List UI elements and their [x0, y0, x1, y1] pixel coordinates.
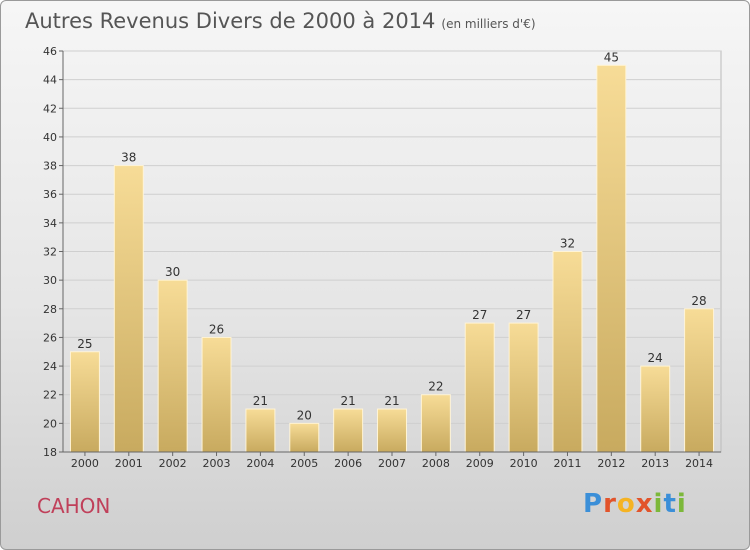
logo-letter: i: [676, 489, 687, 519]
y-tick-label: 22: [43, 389, 57, 402]
bar-value-label: 38: [121, 151, 136, 165]
x-tick-label: 2013: [641, 457, 669, 470]
bar-value-label: 21: [340, 394, 355, 408]
bar: [596, 64, 627, 453]
x-tick-label: 2007: [378, 457, 406, 470]
bar: [508, 322, 539, 453]
y-tick-label: 40: [43, 131, 57, 144]
x-tick-label: 2014: [685, 457, 713, 470]
bar: [640, 365, 671, 453]
x-tick-label: 2006: [334, 457, 362, 470]
bar-value-label: 26: [209, 322, 224, 336]
chart-title: Autres Revenus Divers de 2000 à 2014 (en …: [25, 9, 536, 33]
bar-value-label: 32: [560, 237, 575, 251]
y-tick-label: 46: [43, 45, 57, 58]
x-tick-label: 2002: [159, 457, 187, 470]
y-tick-label: 34: [43, 217, 57, 230]
x-tick-label: 2012: [597, 457, 625, 470]
bar-value-label: 25: [77, 337, 92, 351]
x-tick-label: 2009: [466, 457, 494, 470]
y-tick-label: 26: [43, 331, 57, 344]
y-tick-label: 18: [43, 446, 57, 459]
logo-letter: o: [616, 489, 636, 519]
town-name: CAHON: [37, 494, 111, 518]
y-tick-label: 20: [43, 417, 57, 430]
x-tick-label: 2005: [290, 457, 318, 470]
bar-value-label: 22: [428, 380, 443, 394]
y-tick-label: 36: [43, 188, 57, 201]
bar: [157, 279, 188, 453]
y-tick-label: 38: [43, 160, 57, 173]
bar: [201, 336, 232, 453]
y-tick-label: 32: [43, 246, 57, 259]
x-tick-label: 2003: [203, 457, 231, 470]
bar-value-label: 24: [648, 351, 663, 365]
bar: [333, 408, 364, 453]
logo-letter: t: [663, 489, 677, 519]
bar-value-label: 21: [384, 394, 399, 408]
bar: [420, 394, 451, 453]
y-tick-label: 44: [43, 74, 57, 87]
bar: [113, 165, 144, 453]
y-tick-label: 28: [43, 303, 57, 316]
chart-subtitle: (en milliers d'€): [441, 17, 536, 31]
bar-value-label: 45: [604, 50, 619, 64]
chart-title-text: Autres Revenus Divers de 2000 à 2014: [25, 9, 436, 33]
logo-letter: x: [635, 489, 654, 519]
y-tick-label: 30: [43, 274, 57, 287]
bar: [245, 408, 276, 453]
bar-value-label: 27: [516, 308, 531, 322]
bar-value-label: 27: [472, 308, 487, 322]
bar-value-label: 28: [691, 294, 706, 308]
bar: [684, 308, 715, 453]
bar-value-label: 30: [165, 265, 180, 279]
proxiti-logo: Proxiti: [583, 489, 687, 519]
x-tick-label: 2001: [115, 457, 143, 470]
x-tick-label: 2010: [510, 457, 538, 470]
bar: [69, 351, 100, 453]
logo-letter: P: [583, 489, 604, 519]
x-tick-label: 2008: [422, 457, 450, 470]
bar-value-label: 20: [297, 408, 312, 422]
bar: [464, 322, 495, 453]
y-tick-label: 24: [43, 360, 57, 373]
bar: [552, 251, 583, 453]
logo-letter: r: [603, 489, 617, 519]
x-tick-label: 2004: [246, 457, 274, 470]
bar-value-label: 21: [253, 394, 268, 408]
logo-letter: i: [653, 489, 664, 519]
x-tick-label: 2000: [71, 457, 99, 470]
x-tick-label: 2011: [553, 457, 581, 470]
y-tick-label: 42: [43, 102, 57, 115]
bar: [377, 408, 407, 453]
bar: [289, 422, 320, 453]
